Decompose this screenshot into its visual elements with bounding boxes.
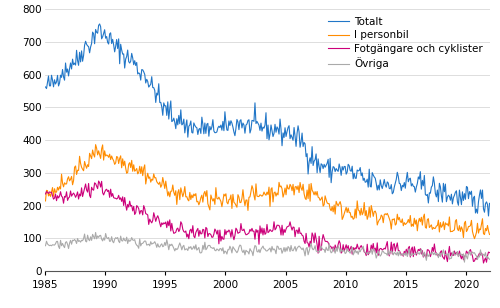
I personbil: [199, 193, 205, 197]
Övriga: [203, 248, 209, 252]
Totalt: [50, 78, 56, 82]
Övriga: [186, 245, 192, 249]
Fotgängare och cyklister: [199, 232, 205, 236]
Totalt: [199, 115, 205, 119]
Totalt: [203, 132, 209, 135]
Fotgängare och cyklister: [186, 237, 192, 241]
Fotgängare och cyklister: [96, 179, 102, 183]
I personbil: [472, 237, 478, 241]
Legend: Totalt, I personbil, Fotgängare och cyklister, Övriga: Totalt, I personbil, Fotgängare och cykl…: [326, 14, 485, 71]
I personbil: [50, 186, 56, 189]
Totalt: [42, 85, 48, 89]
I personbil: [203, 194, 209, 198]
I personbil: [42, 199, 48, 203]
I personbil: [92, 143, 98, 147]
Övriga: [486, 257, 492, 261]
Övriga: [50, 243, 56, 247]
Övriga: [199, 250, 205, 254]
Övriga: [92, 231, 98, 234]
Totalt: [192, 124, 198, 127]
Fotgängare och cyklister: [50, 194, 56, 197]
I personbil: [186, 199, 192, 203]
Övriga: [42, 244, 48, 248]
Övriga: [293, 249, 299, 253]
I personbil: [192, 194, 198, 197]
Övriga: [192, 247, 198, 251]
Totalt: [486, 214, 492, 218]
Fotgängare och cyklister: [293, 229, 299, 232]
Fotgängare och cyklister: [42, 192, 48, 196]
Line: Fotgängare och cyklister: Fotgängare och cyklister: [46, 181, 490, 263]
Fotgängare och cyklister: [203, 225, 209, 229]
Totalt: [96, 22, 102, 26]
Fotgängare och cyklister: [480, 261, 486, 265]
Fotgängare och cyklister: [486, 251, 492, 254]
Totalt: [186, 124, 192, 128]
I personbil: [293, 184, 299, 188]
Line: Totalt: Totalt: [46, 24, 490, 216]
Totalt: [293, 144, 299, 148]
Övriga: [462, 260, 468, 264]
Line: Övriga: Övriga: [46, 233, 490, 262]
Line: I personbil: I personbil: [46, 145, 490, 239]
Fotgängare och cyklister: [192, 236, 198, 240]
Totalt: [486, 201, 492, 205]
I personbil: [486, 233, 492, 236]
